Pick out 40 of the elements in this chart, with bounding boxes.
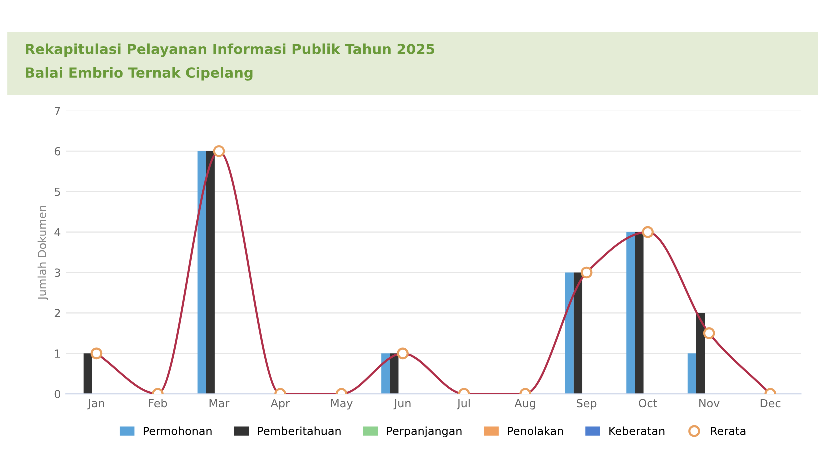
legend-label: Perpanjangan	[387, 426, 462, 438]
legend-label: Pemberitahuan	[258, 426, 341, 436]
y-tick-label: 7	[55, 107, 60, 116]
bar	[696, 313, 706, 394]
bar	[635, 232, 644, 394]
y-tick-label: 0	[54, 390, 60, 398]
y-tick-label: 3	[54, 268, 60, 278]
y-tick-label: 4	[54, 228, 61, 237]
x-tick-label: Jan	[88, 399, 104, 410]
bar	[574, 272, 583, 394]
legend-label: Rerata	[711, 427, 746, 436]
x-tick-label: Sep	[577, 399, 597, 410]
y-tick-label: 2	[54, 309, 60, 318]
bar	[206, 151, 215, 394]
chart-subtitle: Balai Embrio Ternak Cipelang	[26, 67, 253, 81]
bar	[382, 354, 390, 394]
y-tick-label: 5	[55, 188, 60, 196]
bar	[390, 354, 399, 394]
legend-label: Penolakan	[508, 426, 564, 436]
y-axis-title: Jumlah Dokumen	[38, 206, 49, 300]
x-tick-label: Jun	[394, 399, 411, 410]
legend-label: Keberatan	[610, 426, 665, 436]
legend-label: Permohonan	[144, 426, 212, 436]
x-tick-label: Nov	[700, 399, 720, 408]
x-tick-label: Oct	[639, 399, 658, 408]
x-tick-label: Feb	[149, 398, 168, 408]
x-tick-label: Jul	[457, 398, 470, 410]
y-tick-label: 6	[54, 147, 61, 156]
bar	[688, 354, 696, 394]
chart-title: Rekapitulasi Pelayanan Informasi Publik Tahun 2025	[26, 44, 434, 58]
x-tick-label: Aug	[514, 399, 536, 410]
x-tick-label: Mar	[210, 399, 230, 408]
bar	[565, 272, 574, 394]
bar	[198, 151, 206, 394]
bar	[84, 354, 92, 394]
x-tick-label: Apr	[270, 399, 290, 410]
y-tick-label: 1	[55, 350, 60, 358]
x-tick-label: Dec	[760, 399, 781, 408]
bar	[626, 232, 636, 394]
x-tick-label: May	[331, 399, 353, 410]
